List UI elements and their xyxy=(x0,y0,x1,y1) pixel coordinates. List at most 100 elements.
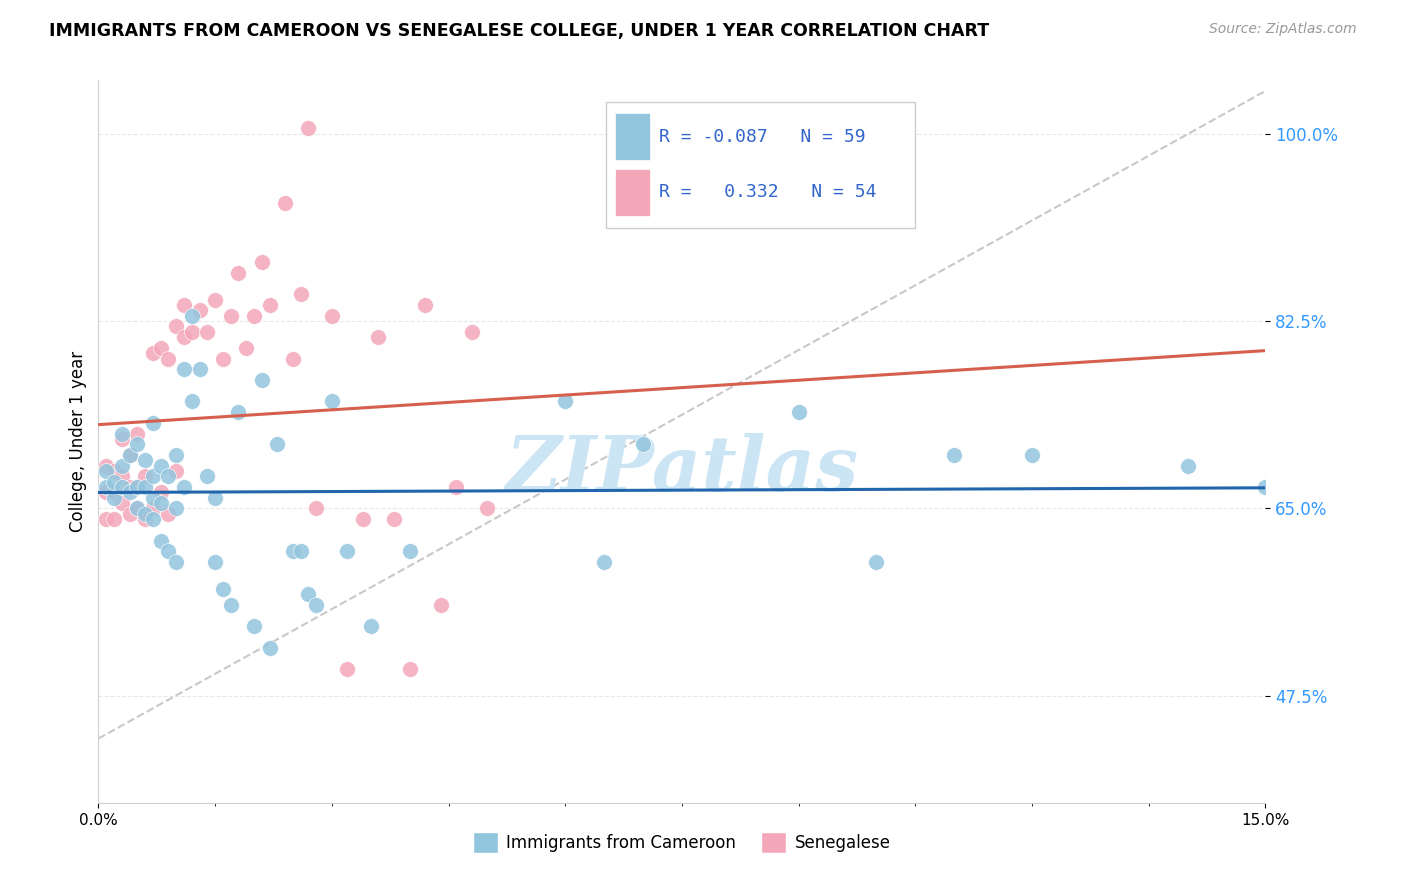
Point xyxy=(787,405,810,419)
Point xyxy=(336,544,359,558)
Point xyxy=(243,619,266,633)
Point xyxy=(266,437,288,451)
Point xyxy=(111,458,134,473)
Point xyxy=(142,501,165,516)
Point xyxy=(461,325,484,339)
Point xyxy=(1177,458,1199,473)
Text: R =   0.332   N = 54: R = 0.332 N = 54 xyxy=(658,183,876,202)
Point xyxy=(157,351,180,366)
Point xyxy=(219,598,242,612)
Point xyxy=(149,485,172,500)
Text: Source: ZipAtlas.com: Source: ZipAtlas.com xyxy=(1209,22,1357,37)
Point xyxy=(243,309,266,323)
Point xyxy=(103,485,125,500)
Point xyxy=(250,255,273,269)
Point xyxy=(297,587,319,601)
Point xyxy=(111,432,134,446)
FancyBboxPatch shape xyxy=(616,113,651,161)
Point xyxy=(554,394,576,409)
Point xyxy=(165,448,187,462)
Point xyxy=(228,266,250,280)
Point xyxy=(127,501,149,516)
Point xyxy=(305,598,328,612)
Point xyxy=(127,480,149,494)
Point xyxy=(134,453,156,467)
Point xyxy=(398,662,420,676)
Point xyxy=(127,480,149,494)
Point xyxy=(212,351,235,366)
Point xyxy=(259,298,281,312)
Point xyxy=(111,496,134,510)
Point xyxy=(321,394,343,409)
Point xyxy=(134,507,156,521)
Point xyxy=(103,491,125,505)
Point xyxy=(188,362,211,376)
Point xyxy=(195,469,218,483)
Point xyxy=(180,325,202,339)
Point xyxy=(111,426,134,441)
Point xyxy=(1021,448,1043,462)
Point xyxy=(118,507,141,521)
Point xyxy=(290,287,312,301)
Point xyxy=(103,475,125,489)
Point xyxy=(142,469,165,483)
Point xyxy=(212,582,235,596)
Point xyxy=(219,309,242,323)
Point xyxy=(865,555,887,569)
Point xyxy=(228,405,250,419)
Point xyxy=(360,619,382,633)
FancyBboxPatch shape xyxy=(606,102,915,228)
Point xyxy=(96,458,118,473)
Point xyxy=(281,544,304,558)
Point xyxy=(165,555,187,569)
Point xyxy=(180,394,202,409)
Point xyxy=(477,501,499,516)
FancyBboxPatch shape xyxy=(616,169,651,216)
Point xyxy=(180,309,202,323)
Point xyxy=(446,480,468,494)
Point xyxy=(118,448,141,462)
Point xyxy=(96,464,118,478)
Point xyxy=(593,555,616,569)
Point xyxy=(250,373,273,387)
Point xyxy=(382,512,405,526)
Point xyxy=(142,491,165,505)
Point xyxy=(413,298,436,312)
Point xyxy=(149,533,172,548)
Point xyxy=(204,555,226,569)
Point xyxy=(127,426,149,441)
Text: R = -0.087   N = 59: R = -0.087 N = 59 xyxy=(658,128,865,145)
Point xyxy=(188,303,211,318)
Point xyxy=(165,464,187,478)
Point xyxy=(165,319,187,334)
Point xyxy=(398,544,420,558)
Point xyxy=(305,501,328,516)
Point xyxy=(235,341,257,355)
Point xyxy=(297,121,319,136)
Point xyxy=(157,507,180,521)
Point xyxy=(134,469,156,483)
Point xyxy=(274,196,297,211)
Point xyxy=(134,480,156,494)
Point xyxy=(321,309,343,323)
Point xyxy=(118,448,141,462)
Point xyxy=(118,480,141,494)
Point xyxy=(173,362,195,376)
Point xyxy=(157,544,180,558)
Point xyxy=(290,544,312,558)
Point xyxy=(281,351,304,366)
Point xyxy=(142,346,165,360)
Point xyxy=(259,640,281,655)
Point xyxy=(173,298,195,312)
Point xyxy=(103,464,125,478)
Point xyxy=(204,491,226,505)
Point xyxy=(429,598,451,612)
Point xyxy=(149,496,172,510)
Point xyxy=(336,662,359,676)
Point xyxy=(127,437,149,451)
Point xyxy=(96,480,118,494)
Text: ZIPatlas: ZIPatlas xyxy=(505,434,859,508)
Point xyxy=(118,485,141,500)
Legend: Immigrants from Cameroon, Senegalese: Immigrants from Cameroon, Senegalese xyxy=(467,826,897,860)
Point xyxy=(631,437,654,451)
